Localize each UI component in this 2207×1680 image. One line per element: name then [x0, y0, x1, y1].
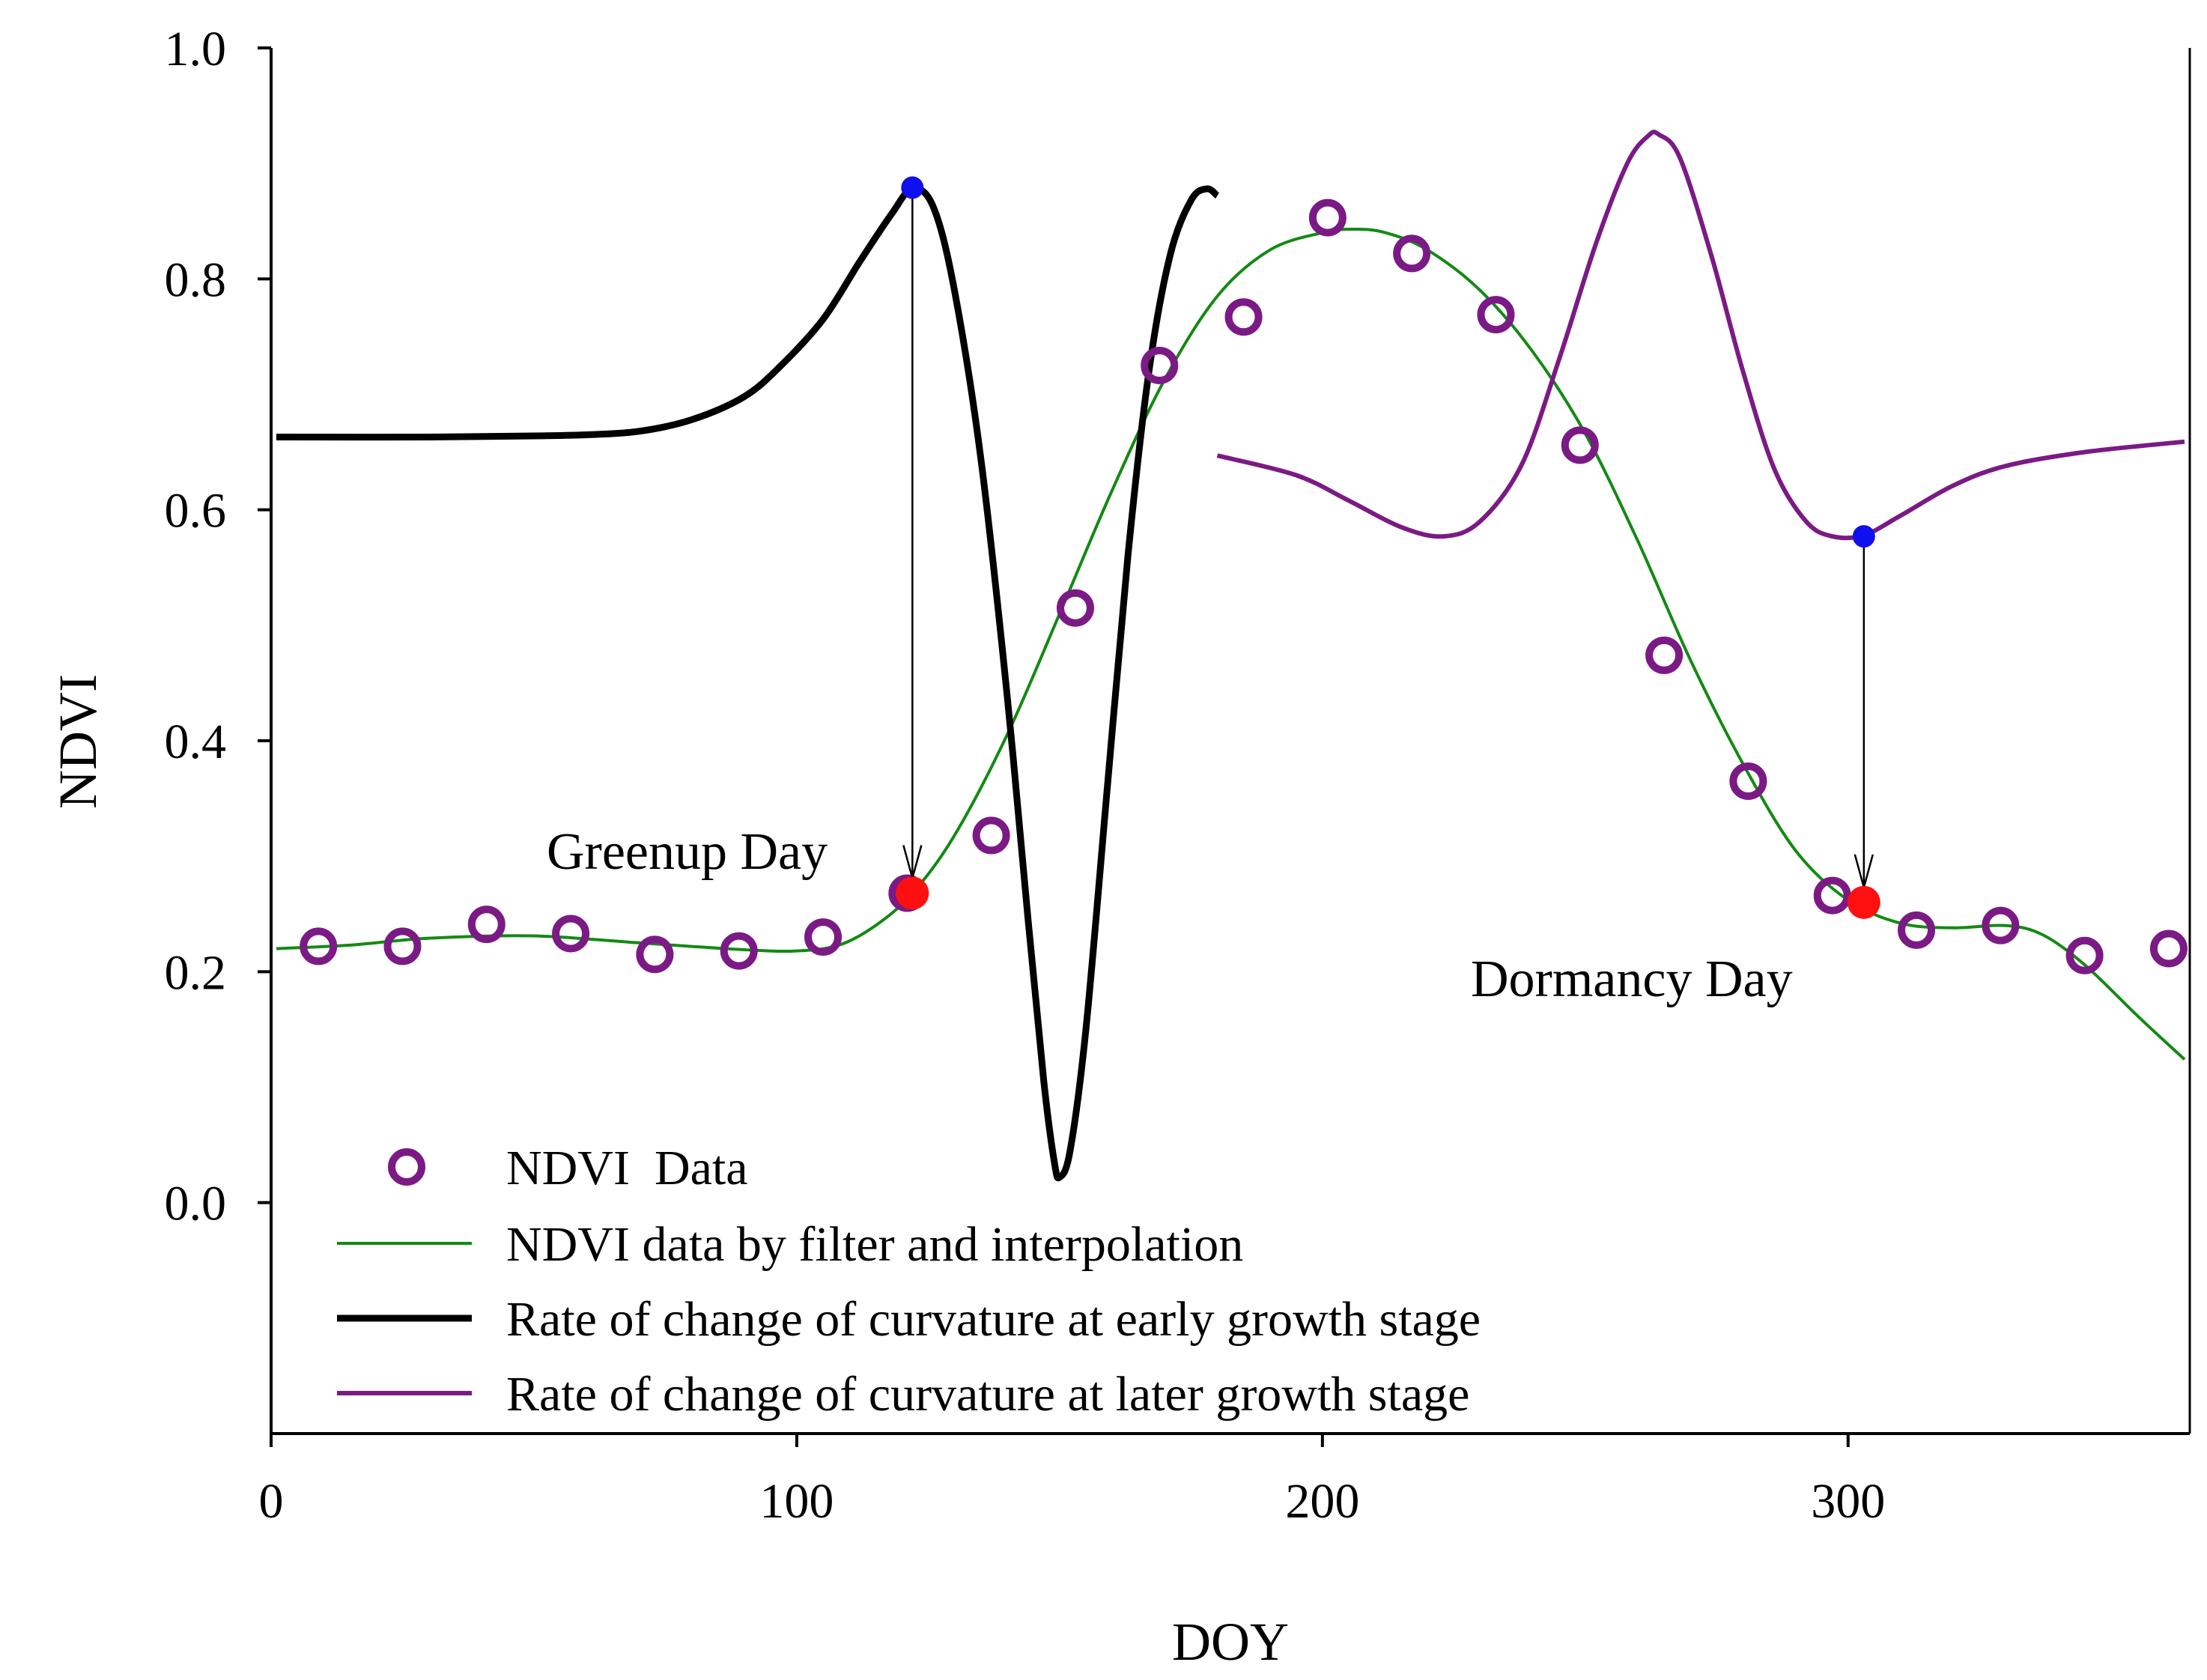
ndvi-data-point — [720, 932, 758, 970]
y-axis-title: NDVI — [48, 674, 108, 809]
ndvi-data-point — [636, 935, 674, 974]
x-tick-label: 100 — [759, 1474, 834, 1529]
y-tick-label: 0.4 — [165, 715, 227, 769]
ndvi-data-point — [1561, 426, 1599, 464]
x-axis-title: DOY — [1172, 1612, 1289, 1672]
ndvi-data-point — [1141, 346, 1179, 384]
ndvi-data-point — [1056, 589, 1094, 627]
x-tick-label: 300 — [1811, 1474, 1885, 1529]
legend-label-ndvi-points: NDVI Data — [506, 1141, 748, 1195]
y-tick-label: 0.0 — [165, 1177, 227, 1231]
y-tick-label: 0.8 — [165, 252, 227, 307]
ndvi-data-point — [467, 906, 506, 944]
ndvi-data-point — [1308, 198, 1347, 237]
ndvi-data-point — [972, 816, 1010, 855]
ndvi-data-point — [1477, 296, 1515, 334]
ndvi-data-point — [1729, 762, 1767, 800]
ndvi-data-point — [1393, 234, 1431, 273]
ndvi-data-point — [552, 915, 590, 953]
dormancy-curvature-point — [1852, 525, 1875, 548]
ndvi-data-point — [1982, 906, 2020, 944]
y-tick-label: 1.0 — [165, 22, 227, 76]
ndvi-data-point — [1224, 298, 1263, 336]
x-tick-label: 200 — [1285, 1474, 1359, 1529]
dormancy-day-label: Dormancy Day — [1471, 950, 1793, 1008]
ndvi-data-point — [2065, 936, 2104, 974]
ndvi-data-point — [383, 927, 422, 965]
legend: NDVI Data NDVI data by filter and interp… — [337, 1141, 1481, 1422]
ndvi-data-point — [1645, 636, 1684, 674]
event-arrows — [902, 196, 1874, 891]
ndvi-data-point — [1898, 911, 1936, 949]
greenup-curvature-point — [901, 176, 924, 199]
x-tick-label: 0 — [259, 1474, 284, 1529]
ndvi-data-point — [1813, 876, 1851, 915]
ndvi-fitted-line — [276, 228, 2186, 1061]
y-tick-label: 0.2 — [165, 945, 227, 1000]
ndvi-data-point — [804, 918, 843, 956]
x-ticks: 0 100 200 300 — [259, 1434, 1885, 1529]
greenup-day-label: Greenup Day — [547, 823, 828, 881]
later-rate-line — [1216, 130, 2185, 541]
legend-label-early-line: Rate of change of curvature at early gro… — [506, 1292, 1481, 1347]
ndvi-data-point — [2149, 930, 2188, 968]
ndvi-data-point — [300, 927, 338, 965]
y-ticks: 0.0 0.2 0.4 0.6 0.8 1.0 — [165, 22, 271, 1231]
dormancy-day-point — [1847, 885, 1880, 919]
early-rate-line — [276, 185, 1220, 1182]
legend-swatch-ndvi-points — [388, 1148, 425, 1186]
legend-label-later-line: Rate of change of curvature at later gro… — [506, 1367, 1469, 1422]
y-tick-label: 0.6 — [165, 484, 227, 539]
greenup-day-point — [896, 876, 929, 910]
legend-label-fitted-line: NDVI data by filter and interpolation — [506, 1217, 1243, 1272]
